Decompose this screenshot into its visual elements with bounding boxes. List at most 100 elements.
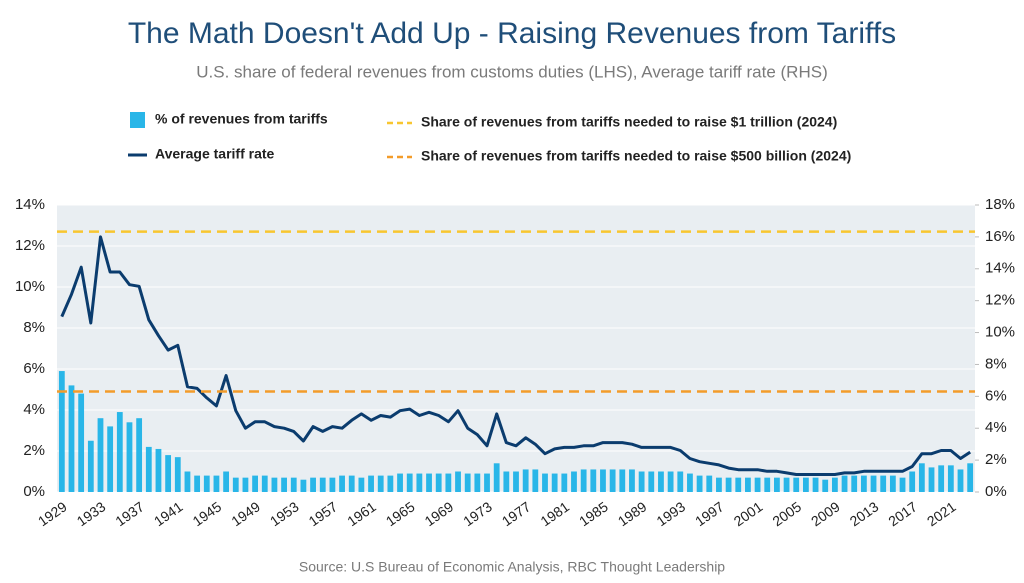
bar bbox=[406, 473, 413, 492]
y2-tick-label: 6% bbox=[985, 387, 1007, 404]
y2-tick-label: 4% bbox=[985, 419, 1007, 436]
bar bbox=[474, 473, 481, 492]
y-tick-label: 14% bbox=[15, 196, 45, 213]
x-tick-label: 1981 bbox=[537, 498, 572, 529]
bar bbox=[484, 473, 490, 492]
bar bbox=[947, 465, 954, 492]
legend-label: % of revenues from tariffs bbox=[155, 111, 328, 127]
bar bbox=[899, 477, 906, 492]
x-tick-label: 1945 bbox=[190, 498, 225, 529]
bar bbox=[194, 475, 201, 492]
bar bbox=[455, 471, 461, 492]
x-tick-label: 2001 bbox=[731, 498, 766, 529]
bar bbox=[232, 477, 239, 492]
bar bbox=[290, 477, 297, 492]
bar bbox=[368, 475, 374, 492]
bar bbox=[783, 477, 790, 492]
line bbox=[60, 235, 972, 476]
bar bbox=[184, 471, 191, 492]
bar bbox=[155, 448, 162, 492]
x-tick-label: 2021 bbox=[924, 498, 959, 529]
x-tick-label: 1969 bbox=[422, 498, 457, 529]
y2-tick-label: 2% bbox=[985, 451, 1007, 468]
y2-tick-label: 8% bbox=[985, 355, 1007, 372]
bar bbox=[696, 475, 703, 492]
bar bbox=[493, 463, 500, 492]
bar bbox=[938, 465, 945, 492]
bar bbox=[136, 418, 143, 492]
x-tick-label: 2005 bbox=[769, 498, 804, 529]
bar bbox=[590, 469, 597, 492]
bar bbox=[87, 440, 94, 492]
x-tick-label: 2017 bbox=[885, 498, 920, 529]
bar bbox=[339, 475, 345, 492]
bar bbox=[58, 371, 65, 492]
bar bbox=[329, 477, 336, 492]
plot-area bbox=[57, 205, 975, 492]
y2-tick-label: 14% bbox=[985, 260, 1015, 277]
bar bbox=[571, 471, 577, 492]
bar bbox=[116, 412, 123, 492]
bar bbox=[793, 477, 800, 492]
x-tick-label: 1997 bbox=[692, 498, 727, 529]
bar bbox=[745, 477, 751, 492]
bar bbox=[967, 463, 974, 492]
bar bbox=[281, 477, 287, 492]
x-tick-label: 1953 bbox=[267, 498, 302, 529]
bar bbox=[503, 471, 510, 492]
y2-tick-label: 18% bbox=[985, 196, 1015, 213]
bar bbox=[774, 477, 780, 492]
bar bbox=[638, 471, 645, 492]
x-tick-label: 1957 bbox=[306, 498, 341, 529]
y-tick-label: 2% bbox=[23, 442, 45, 459]
source: Source: U.S Bureau of Economic Analysis,… bbox=[299, 559, 725, 575]
bar bbox=[754, 477, 761, 492]
y-tick-label: 0% bbox=[23, 483, 45, 500]
bar bbox=[580, 469, 587, 492]
x-tick-label: 2013 bbox=[847, 498, 882, 529]
y-tick-label: 6% bbox=[23, 360, 45, 377]
bar bbox=[435, 473, 442, 492]
bar bbox=[78, 393, 85, 492]
bar bbox=[687, 473, 693, 492]
y2-tick-label: 10% bbox=[985, 324, 1015, 341]
bar bbox=[464, 473, 471, 492]
bar bbox=[174, 457, 181, 492]
x-tick-label: 1933 bbox=[74, 498, 109, 529]
x-tick-label: 1985 bbox=[576, 498, 611, 529]
bar bbox=[677, 471, 684, 492]
bar bbox=[822, 479, 829, 492]
x-tick-label: 1941 bbox=[151, 498, 186, 529]
bar bbox=[426, 473, 432, 492]
bar bbox=[271, 477, 278, 492]
bar bbox=[909, 471, 916, 492]
bar bbox=[358, 477, 365, 492]
bar bbox=[387, 475, 394, 492]
bar bbox=[667, 471, 674, 492]
bar bbox=[203, 475, 210, 492]
bar bbox=[802, 477, 809, 492]
bar bbox=[416, 473, 423, 492]
bar bbox=[648, 471, 655, 492]
x-tick-label: 2009 bbox=[808, 498, 843, 529]
bar bbox=[348, 475, 355, 492]
y2-tick-label: 16% bbox=[985, 228, 1015, 245]
bar bbox=[841, 475, 848, 492]
bar bbox=[397, 473, 403, 492]
bar bbox=[145, 446, 152, 492]
bar bbox=[522, 469, 529, 492]
chart-subtitle: U.S. share of federal revenues from cust… bbox=[196, 62, 827, 81]
bar bbox=[551, 473, 558, 492]
y-tick-label: 4% bbox=[23, 401, 45, 418]
y2-tick-label: 12% bbox=[985, 292, 1015, 309]
x-tick-label: 1929 bbox=[35, 498, 70, 529]
bar bbox=[706, 475, 713, 492]
bar bbox=[319, 477, 326, 492]
y-tick-label: 10% bbox=[15, 278, 45, 295]
bar bbox=[532, 469, 539, 492]
y-tick-label: 12% bbox=[15, 237, 45, 254]
bar bbox=[889, 475, 896, 492]
bar bbox=[445, 473, 452, 492]
bar bbox=[764, 477, 771, 492]
